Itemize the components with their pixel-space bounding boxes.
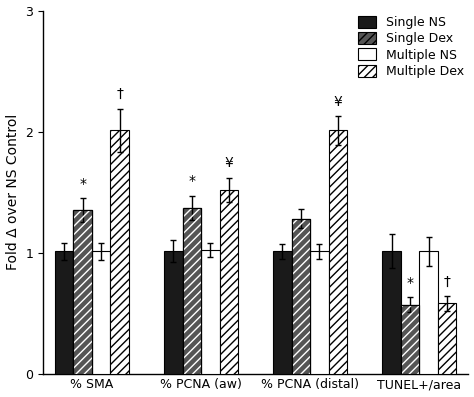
Bar: [55, 251, 73, 374]
Text: *: *: [407, 276, 413, 290]
Bar: [273, 251, 292, 374]
Bar: [182, 208, 201, 374]
Y-axis label: Fold Δ over NS Control: Fold Δ over NS Control: [6, 114, 19, 270]
Text: †: †: [116, 87, 123, 101]
Bar: [164, 251, 182, 374]
Text: *: *: [188, 174, 195, 189]
Bar: [292, 219, 310, 374]
Bar: [401, 304, 419, 374]
Bar: [438, 303, 456, 374]
Bar: [92, 251, 110, 374]
Bar: [110, 130, 129, 374]
Bar: [182, 208, 201, 374]
Text: *: *: [79, 177, 86, 191]
Text: ¥: ¥: [334, 94, 342, 108]
Text: ¥: ¥: [225, 156, 233, 170]
Bar: [201, 250, 219, 374]
Bar: [310, 251, 329, 374]
Bar: [73, 210, 92, 374]
Bar: [419, 251, 438, 374]
Bar: [329, 130, 347, 374]
Bar: [401, 304, 419, 374]
Bar: [292, 219, 310, 374]
Text: †: †: [444, 275, 451, 289]
Bar: [382, 251, 401, 374]
Bar: [73, 210, 92, 374]
Legend: Single NS, Single Dex, Multiple NS, Multiple Dex: Single NS, Single Dex, Multiple NS, Mult…: [356, 13, 466, 81]
Bar: [219, 190, 238, 374]
